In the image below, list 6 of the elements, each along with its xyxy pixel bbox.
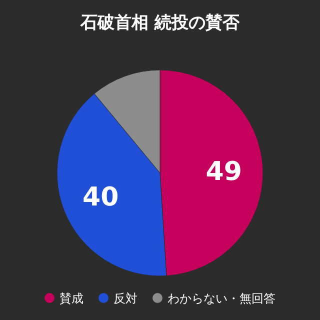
legend-label: わからない・無回答 (168, 292, 276, 306)
data-label: 40 (82, 182, 119, 213)
chart-title: 石破首相 続投の賛否 (80, 13, 240, 33)
legend-label: 賛成 (60, 292, 84, 306)
data-label: 49 (206, 156, 242, 187)
legend-label: 反対 (114, 292, 138, 306)
